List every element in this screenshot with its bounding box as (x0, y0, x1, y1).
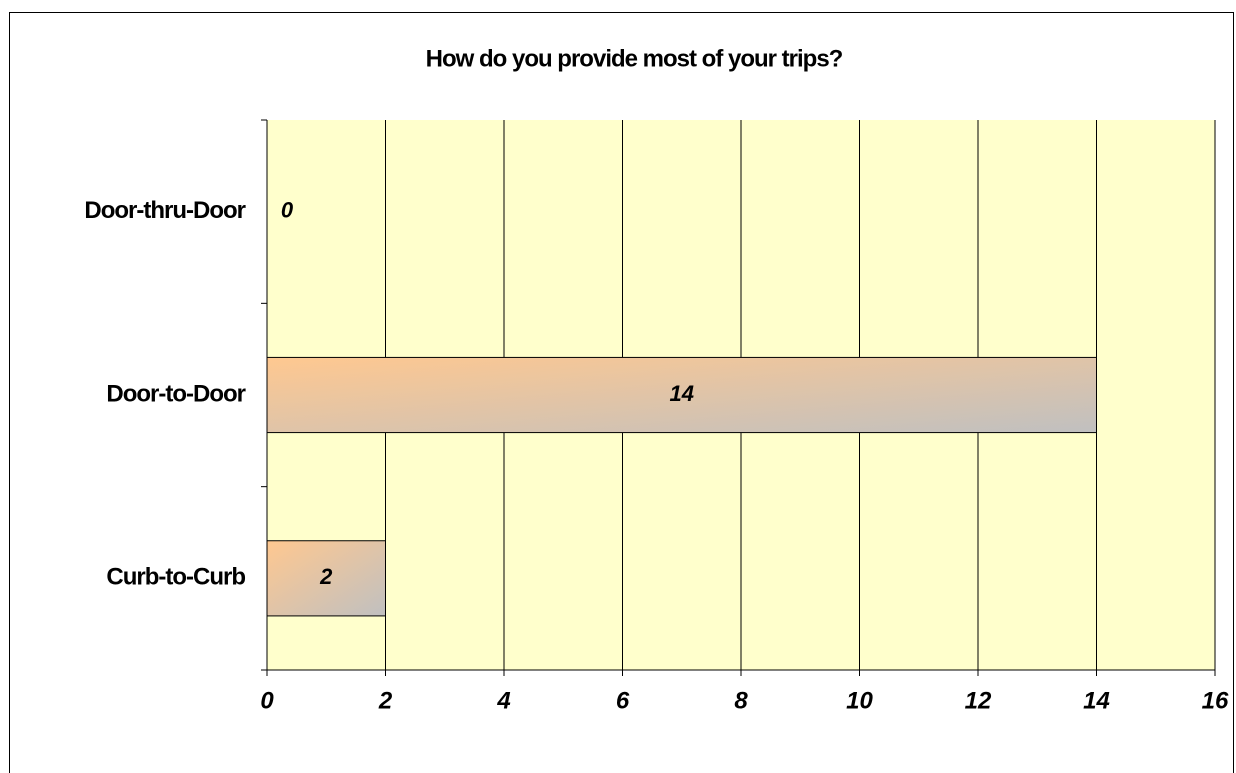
x-tick-label: 10 (846, 687, 873, 714)
x-tick-label: 12 (965, 687, 992, 714)
value-label: 0 (281, 197, 294, 222)
y-tick-label: Curb-to-Curb (106, 564, 245, 591)
x-tick-label: 16 (1202, 687, 1229, 714)
bar (266, 356, 1097, 434)
x-tick-label: 4 (496, 687, 510, 714)
x-tick-label: 14 (1083, 687, 1110, 714)
x-tick-label: 6 (616, 687, 630, 714)
value-label: 2 (319, 564, 333, 589)
x-tick-label: 2 (378, 687, 393, 714)
x-tick-label: 8 (734, 687, 748, 714)
bar (266, 540, 386, 617)
chart-title: How do you provide most of your trips? (426, 45, 843, 72)
y-tick-label: Door-thru-Door (84, 197, 245, 224)
value-label: 14 (670, 381, 694, 406)
y-tick-label: Door-to-Door (106, 380, 245, 407)
x-tick-label: 0 (260, 687, 274, 714)
